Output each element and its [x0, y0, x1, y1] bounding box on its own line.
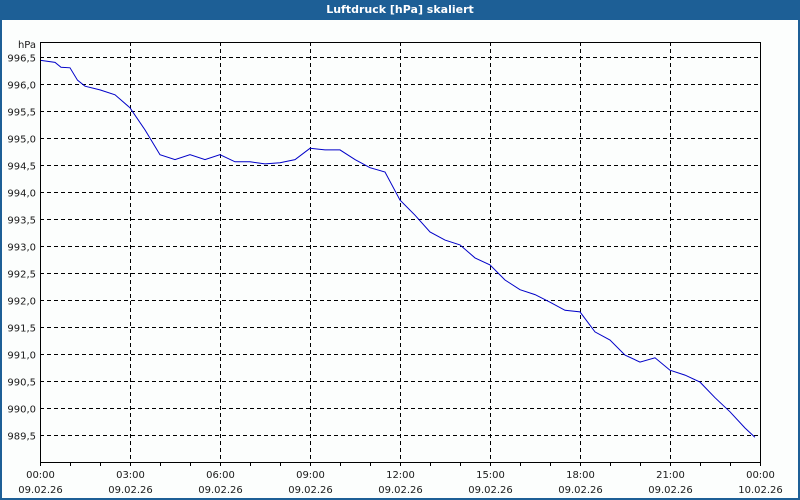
y-tick-label: 990,0	[7, 405, 36, 416]
y-tick-label: 994,0	[7, 189, 36, 200]
y-axis-unit: hPa	[18, 40, 36, 51]
y-tick-label: 996,5	[7, 54, 36, 65]
plot-area-border	[40, 42, 761, 463]
x-tick-time: 15:00	[476, 470, 505, 481]
y-tick-label: 996,0	[7, 81, 36, 92]
y-tick-label: 993,5	[7, 216, 36, 227]
y-tick-label: 991,0	[7, 351, 36, 362]
x-tick-date: 09.02.26	[378, 485, 423, 496]
y-tick-label: 994,5	[7, 162, 36, 173]
x-tick-time: 00:00	[26, 470, 55, 481]
pressure-line	[39, 59, 756, 438]
x-tick-date: 09.02.26	[198, 485, 243, 496]
x-axis: 00:00 09.02.26 03:00 09.02.26 06:00 09.02.26 0…	[18, 462, 783, 496]
y-tick-label: 995,5	[7, 108, 36, 119]
x-tick-time: 00:00	[746, 470, 775, 481]
x-tick-date: 09.02.26	[108, 485, 153, 496]
x-tick-time: 18:00	[566, 470, 595, 481]
y-tick-label: 992,5	[7, 270, 36, 281]
x-tick-date: 10.02.26	[738, 485, 783, 496]
x-tick-time: 12:00	[386, 470, 415, 481]
x-tick-time: 09:00	[296, 470, 325, 481]
y-tick-label: 992,0	[7, 297, 36, 308]
grid-lines	[40, 42, 760, 462]
y-tick-label: 993,0	[7, 243, 36, 254]
x-tick-date: 09.02.26	[288, 485, 333, 496]
x-tick-time: 06:00	[206, 470, 235, 481]
y-tick-label: 991,5	[7, 324, 36, 335]
y-tick-label: 989,5	[7, 432, 36, 443]
x-tick-date: 09.02.26	[18, 485, 63, 496]
x-tick-date: 09.02.26	[468, 485, 513, 496]
x-tick-date: 09.02.26	[648, 485, 693, 496]
x-tick-time: 21:00	[656, 470, 685, 481]
x-tick-time: 03:00	[116, 470, 145, 481]
y-tick-label: 990,5	[7, 378, 36, 389]
x-tick-date: 09.02.26	[558, 485, 603, 496]
y-axis: 996,5 996,0 995,5 995,0 994,5 994,0 993,5 993,0…	[7, 54, 36, 443]
window-title: Luftdruck [hPa] skaliert	[0, 0, 800, 20]
y-tick-label: 995,0	[7, 135, 36, 146]
